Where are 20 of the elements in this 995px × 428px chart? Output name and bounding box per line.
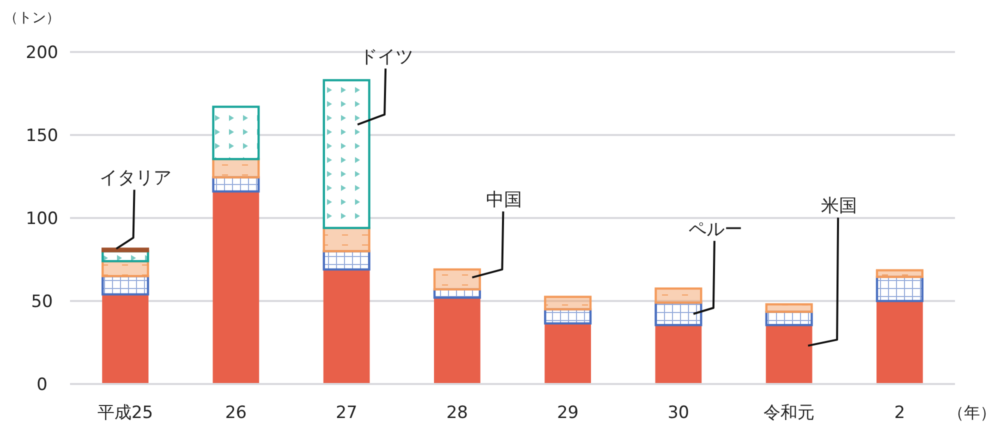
x-tick-label: 2 xyxy=(894,403,906,423)
x-axis-title: （年） xyxy=(948,403,995,422)
x-tick-label: 30 xyxy=(668,403,690,423)
y-tick-label: 150 xyxy=(26,126,58,146)
x-tick-label: 26 xyxy=(225,403,247,423)
text: ペルー xyxy=(688,218,742,240)
y-tick-label: 0 xyxy=(36,375,48,395)
x-tick-label: 29 xyxy=(556,403,579,423)
text: 中国 xyxy=(486,189,522,210)
y-axis-title: （トン） xyxy=(4,10,60,26)
x-tick-label: 令和元 xyxy=(764,403,815,423)
y-tick-label: 50 xyxy=(31,292,53,312)
x-tick-label: 平成25 xyxy=(97,403,154,423)
x-tick-label: 27 xyxy=(336,403,358,423)
text: 米国 xyxy=(821,196,858,217)
x-tick-label: 28 xyxy=(446,403,468,423)
series-label: ドイツ xyxy=(360,46,414,68)
text: イタリア xyxy=(99,168,172,189)
y-tick-label: 200 xyxy=(26,43,58,63)
y-tick-label: 100 xyxy=(26,209,58,229)
